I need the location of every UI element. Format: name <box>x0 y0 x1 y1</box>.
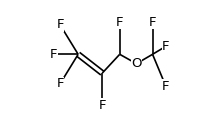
Text: O: O <box>131 57 142 70</box>
Text: F: F <box>99 99 106 112</box>
Text: F: F <box>56 18 64 31</box>
Text: F: F <box>149 16 156 29</box>
Text: F: F <box>50 48 57 61</box>
Text: F: F <box>162 40 170 53</box>
Text: F: F <box>162 80 170 93</box>
Text: F: F <box>116 16 123 29</box>
Text: F: F <box>56 77 64 90</box>
